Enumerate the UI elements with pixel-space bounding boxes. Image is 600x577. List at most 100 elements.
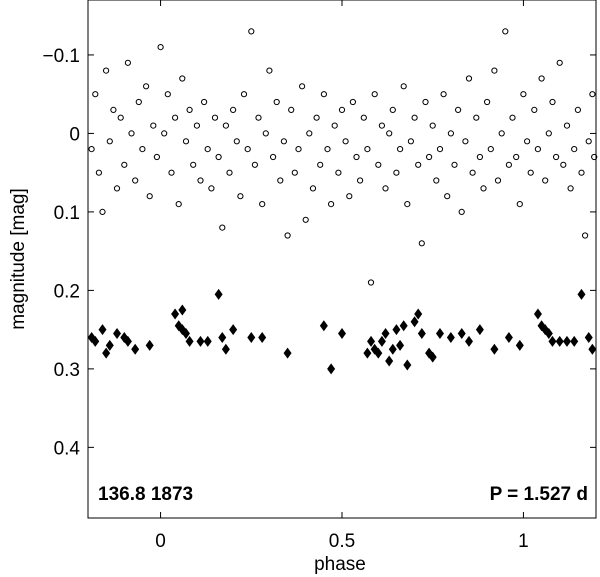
circle-point (219, 224, 226, 231)
circle-point (545, 130, 552, 137)
circle-point (153, 153, 160, 161)
circle-point (88, 146, 95, 153)
circle-point (103, 67, 110, 74)
circle-point (135, 98, 142, 106)
circle-point (233, 138, 240, 145)
circle-point (357, 177, 364, 184)
diamond-point (221, 343, 230, 355)
circle-point (451, 161, 458, 168)
diamond-point (381, 328, 390, 340)
diamond-point (218, 331, 227, 343)
circle-point (589, 91, 596, 98)
diamond-point (399, 320, 408, 332)
circle-point (161, 130, 168, 137)
circle-point (571, 146, 578, 153)
circle-point (259, 201, 266, 208)
circle-point (458, 208, 465, 215)
diamond-point (319, 320, 328, 332)
circle-point (222, 122, 229, 129)
circle-point (378, 122, 385, 129)
circle-point (585, 138, 592, 145)
diamond-point (377, 335, 386, 347)
circle-point (331, 122, 338, 129)
circle-point (534, 146, 542, 153)
circle-point (538, 75, 545, 82)
circle-point (190, 161, 197, 168)
circle-point (542, 177, 549, 184)
circle-point (291, 169, 298, 176)
circle-point (393, 169, 400, 176)
circle-point (487, 146, 494, 153)
circle-point (92, 91, 99, 98)
diamond-point (247, 331, 256, 343)
diamond-point (203, 335, 212, 347)
circle-point (531, 106, 538, 114)
circle-point (277, 177, 284, 184)
circle-point (121, 161, 128, 168)
circle-point (288, 106, 295, 114)
circle-point (262, 130, 269, 137)
circle-point (404, 201, 411, 208)
circle-point (317, 161, 324, 168)
y-tick-label: 0.1 (54, 203, 80, 224)
circle-point (516, 201, 523, 208)
diamond-point (283, 347, 292, 359)
circle-point (574, 106, 582, 114)
circle-point (353, 153, 360, 161)
diamond-point (105, 339, 114, 351)
circle-point (582, 232, 589, 239)
circle-point (418, 240, 425, 247)
circle-point (415, 161, 422, 168)
diamond-point (181, 328, 190, 340)
circle-point (371, 91, 378, 98)
circle-point (549, 98, 556, 106)
circle-point (429, 122, 436, 129)
circle-point (484, 98, 491, 106)
diamond-point (392, 324, 401, 336)
circle-point (208, 185, 215, 192)
annotation-left: 136.8 1873 (98, 484, 193, 505)
diamond-point (428, 351, 437, 363)
x-tick-label: 1 (518, 531, 529, 552)
open-circle-series (88, 28, 598, 286)
diamond-point (214, 288, 223, 300)
diamond-point (388, 343, 397, 355)
circle-point (110, 106, 117, 114)
circle-point (328, 201, 335, 208)
diamond-point (490, 343, 499, 355)
y-tick-label: 0 (69, 124, 80, 145)
circle-point (447, 130, 454, 137)
circle-point (407, 138, 414, 145)
x-tick-label: 0.5 (329, 531, 355, 552)
diamond-point (145, 339, 154, 351)
circle-point (95, 169, 103, 176)
circle-point (386, 130, 393, 137)
diamond-point (504, 331, 513, 343)
circle-point (143, 83, 150, 90)
circle-point (237, 193, 244, 200)
circle-point (349, 98, 356, 106)
circle-point (128, 130, 135, 137)
circle-point (513, 153, 520, 161)
circle-point (498, 130, 505, 137)
diamond-point (229, 324, 238, 336)
diamond-point (555, 335, 564, 347)
diamond-point (123, 335, 132, 347)
circle-point (106, 138, 113, 145)
diamond-point (98, 324, 107, 336)
y-axis-label: magnitude [mag] (8, 188, 29, 330)
diamond-point (91, 335, 100, 347)
circle-point (436, 146, 444, 153)
diamond-point (258, 331, 267, 343)
circle-point (244, 146, 251, 153)
circle-point (465, 75, 473, 82)
circle-point (591, 153, 598, 161)
circle-point (204, 146, 211, 153)
circle-point (367, 279, 375, 286)
circle-point (578, 169, 585, 176)
circle-point (139, 146, 146, 153)
circle-point (411, 114, 418, 121)
circle-point (338, 106, 346, 114)
circle-point (179, 75, 186, 82)
